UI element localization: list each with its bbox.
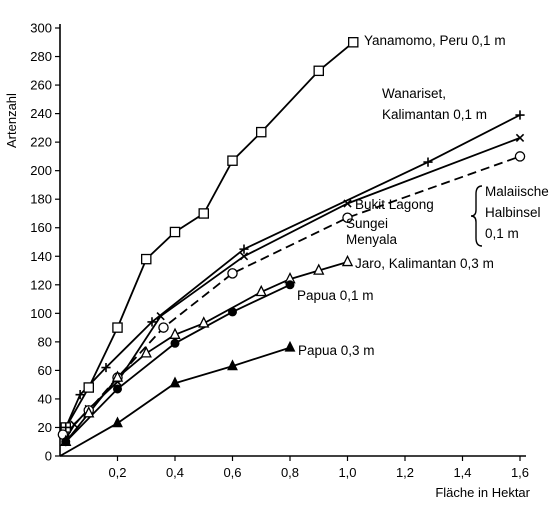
data-point bbox=[147, 317, 157, 327]
data-point bbox=[169, 226, 181, 238]
y-tick-label: 60 bbox=[38, 363, 52, 378]
y-ticks: 0 20 40 60 80 100 120 140 160 180 200 220 240 260 280 3… bbox=[30, 21, 60, 464]
series-label: Bukit Lagong bbox=[355, 197, 434, 212]
series-markers bbox=[57, 37, 526, 447]
series-label: Papua 0,1 m bbox=[297, 288, 374, 303]
series-lines bbox=[59, 41, 521, 457]
data-point bbox=[140, 253, 152, 265]
series-label: Jaro, Kalimantan 0,3 m bbox=[355, 256, 494, 271]
data-point bbox=[239, 252, 249, 261]
data-point bbox=[227, 359, 238, 371]
data-point bbox=[83, 406, 95, 418]
x-tick-label: 1,4 bbox=[453, 465, 471, 480]
data-point bbox=[342, 212, 353, 223]
data-point bbox=[156, 312, 165, 321]
data-point bbox=[111, 370, 124, 382]
x-tick-label: 1,2 bbox=[396, 465, 414, 480]
x-tick-label: 0,4 bbox=[166, 465, 184, 480]
series-label: Kalimantan 0,1 m bbox=[382, 107, 487, 122]
x-tick-label: 1,0 bbox=[338, 465, 356, 480]
data-point bbox=[169, 376, 181, 388]
data-point bbox=[515, 133, 525, 143]
series-label: Menyala bbox=[346, 232, 398, 247]
y-tick-label: 120 bbox=[30, 277, 52, 292]
data-point bbox=[227, 155, 238, 166]
series-line bbox=[59, 346, 291, 457]
series-label: Papua 0,3 m bbox=[298, 343, 375, 358]
data-point bbox=[423, 157, 433, 167]
y-tick-label: 280 bbox=[30, 49, 52, 64]
data-point bbox=[158, 322, 169, 333]
x-ticks: 0,2 0,4 0,6 0,8 1,0 1,2 1,4 1,6 bbox=[108, 456, 529, 480]
x-tick-label: 0,6 bbox=[223, 465, 241, 480]
data-point bbox=[101, 362, 111, 373]
x-axis-title: Fläche in Hektar bbox=[435, 485, 530, 500]
y-tick-label: 20 bbox=[38, 420, 52, 435]
x-tick-label: 0,8 bbox=[281, 465, 299, 480]
data-point bbox=[169, 327, 181, 339]
y-tick-label: 180 bbox=[30, 192, 52, 207]
data-point bbox=[112, 322, 123, 333]
y-tick-label: 220 bbox=[30, 135, 52, 150]
series-labels: Yanamomo, Peru 0,1 m Wanariset, Kalimantan… bbox=[297, 33, 506, 358]
data-point bbox=[514, 151, 526, 162]
y-tick-label: 300 bbox=[30, 21, 52, 36]
data-point bbox=[285, 280, 295, 290]
data-point bbox=[228, 307, 237, 317]
data-point bbox=[313, 263, 325, 275]
data-point bbox=[113, 384, 122, 394]
y-tick-label: 40 bbox=[38, 391, 52, 406]
y-axis-title: Artenzahl bbox=[4, 93, 19, 148]
data-point bbox=[61, 437, 71, 447]
data-point bbox=[313, 65, 324, 77]
data-point bbox=[284, 340, 296, 352]
series-line bbox=[65, 41, 354, 428]
data-point bbox=[227, 268, 238, 279]
series-line bbox=[64, 114, 521, 428]
brace bbox=[470, 185, 483, 247]
x-tick-label: 0,2 bbox=[108, 465, 126, 480]
data-point bbox=[343, 199, 352, 208]
y-tick-label: 80 bbox=[38, 334, 52, 349]
y-tick-label: 200 bbox=[30, 163, 52, 178]
series-label: Sungei bbox=[346, 216, 388, 231]
series-line bbox=[65, 261, 348, 443]
data-point bbox=[347, 37, 359, 48]
data-point bbox=[239, 244, 249, 254]
data-point bbox=[255, 126, 267, 138]
data-point bbox=[255, 284, 267, 297]
data-point bbox=[140, 346, 152, 358]
data-point bbox=[515, 110, 525, 120]
axes bbox=[59, 24, 526, 457]
series-label: Wanariset, bbox=[382, 86, 446, 101]
y-tick-label: 160 bbox=[30, 220, 52, 235]
y-tick-label: 0 bbox=[45, 449, 52, 464]
data-point bbox=[83, 382, 95, 393]
y-tick-label: 140 bbox=[30, 249, 52, 264]
x-tick-label: 1,6 bbox=[511, 465, 529, 480]
y-tick-label: 260 bbox=[30, 78, 52, 93]
data-point bbox=[112, 416, 123, 428]
y-tick-label: 100 bbox=[30, 306, 52, 321]
y-tick-label: 240 bbox=[30, 106, 52, 121]
group-annotation: Malaiische Halbinsel 0,1 m bbox=[470, 184, 549, 247]
data-point bbox=[70, 420, 79, 429]
series-label: Yanamomo, Peru 0,1 m bbox=[364, 33, 506, 48]
data-point bbox=[341, 254, 354, 267]
data-point bbox=[170, 338, 180, 348]
data-point bbox=[198, 316, 210, 328]
data-point bbox=[75, 390, 85, 400]
data-point bbox=[198, 208, 209, 219]
group-label: Halbinsel bbox=[485, 205, 541, 220]
group-label: Malaiische bbox=[485, 184, 549, 199]
group-label: 0,1 m bbox=[485, 226, 519, 241]
